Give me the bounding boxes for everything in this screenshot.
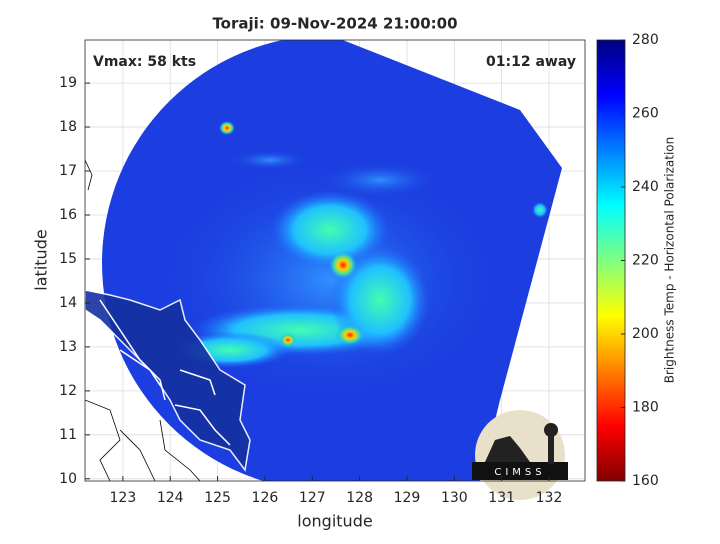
colorbar-tick-label: 280 [632, 32, 659, 48]
colorbar [596, 39, 626, 482]
y-tick-label: 11 [59, 427, 77, 443]
y-tick-label: 16 [59, 207, 77, 223]
y-tick-label: 17 [59, 163, 77, 179]
logo: CIMSS [472, 410, 568, 500]
colorbar-tick-label: 240 [632, 179, 659, 195]
colorbar-tick-label: 220 [632, 253, 659, 269]
colorbar-tick-label: 180 [632, 400, 659, 416]
colorbar-tick-label: 160 [632, 473, 659, 489]
plot-frame [84, 39, 586, 482]
x-tick-label: 127 [299, 490, 326, 506]
x-tick-label: 126 [252, 490, 279, 506]
y-tick-label: 12 [59, 383, 77, 399]
colorbar-tick-label: 200 [632, 326, 659, 342]
colorbar-tick-label: 260 [632, 106, 659, 122]
x-tick-label: 125 [204, 490, 231, 506]
y-axis-label: latitude [32, 229, 51, 290]
y-tick-label: 18 [59, 119, 77, 135]
x-tick-label: 124 [157, 490, 184, 506]
x-tick-label: 131 [488, 490, 515, 506]
x-tick-label: 132 [536, 490, 563, 506]
x-tick-label: 129 [394, 490, 421, 506]
y-tick-label: 13 [59, 339, 77, 355]
annotation: 01:12 away [486, 54, 576, 70]
chart-title: Toraji: 09-Nov-2024 21:00:00 [212, 15, 457, 33]
logo-text: CIMSS [494, 467, 545, 478]
y-tick-label: 10 [59, 471, 77, 487]
x-tick-label: 128 [346, 490, 373, 506]
colorbar-label: Brightness Temp - Horizontal Polarizatio… [663, 137, 677, 384]
y-tick-label: 15 [59, 251, 77, 267]
satellite-image [85, 40, 562, 481]
annotation: Vmax: 58 kts [93, 54, 196, 70]
x-tick-label: 130 [441, 490, 468, 506]
x-axis-label: longitude [297, 512, 372, 531]
y-tick-label: 14 [59, 295, 77, 311]
y-tick-label: 19 [59, 75, 77, 91]
x-tick-label: 123 [110, 490, 137, 506]
